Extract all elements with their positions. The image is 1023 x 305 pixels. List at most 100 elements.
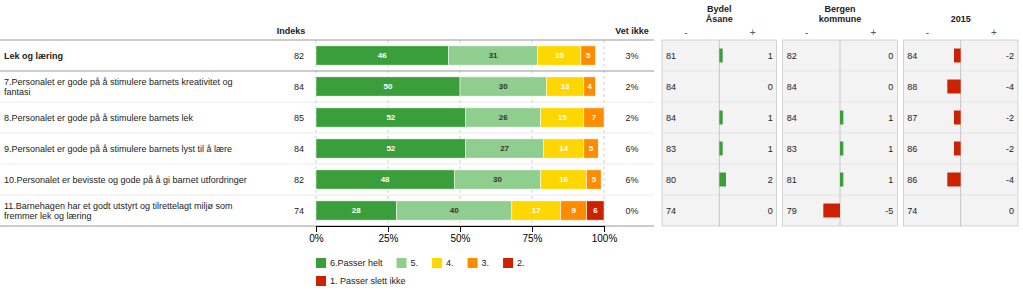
bar-labels: 4631155503013452261575227145483016528401… <box>352 51 598 215</box>
bar-segment <box>595 77 596 96</box>
center-line <box>960 40 961 226</box>
row-label: 10.Personalet er bevisste og gode på å g… <box>4 175 247 185</box>
column-value: 82 <box>294 175 304 185</box>
legend-label: 4. <box>446 258 454 268</box>
tick: 100% <box>592 226 618 244</box>
chart: Lek og læring7.Personalet er gode på å s… <box>0 0 1023 305</box>
data-label: 4 <box>587 82 592 91</box>
bar-segment <box>448 46 537 65</box>
column-value: 84 <box>294 82 304 92</box>
bar-segment <box>581 46 595 65</box>
column-value: 2% <box>625 113 638 123</box>
row-dividers <box>0 40 654 226</box>
panel-index: 79 <box>787 206 797 216</box>
panel-index: 82 <box>787 51 797 61</box>
panel-diff: -4 <box>1006 175 1014 185</box>
column-value: 0% <box>625 206 638 216</box>
data-label: 5 <box>589 144 594 153</box>
panel: Bergenkommune-+82848483817900111-5 <box>783 4 898 226</box>
legend-label: 3. <box>482 258 490 268</box>
axis-domain <box>317 227 605 233</box>
data-label: 17 <box>532 206 541 215</box>
data-label: 9 <box>572 206 577 215</box>
bar-segment <box>316 170 454 189</box>
tick-label: 75% <box>522 233 542 244</box>
data-label: 5 <box>586 51 591 60</box>
panel-title: 2015 <box>951 14 971 24</box>
column-value: 82 <box>294 51 304 61</box>
data-label: 15 <box>555 51 564 60</box>
row-label: 7.Personalet er gode på å stimulere barn… <box>4 77 233 97</box>
row-label: 11.Barnehagen har et godt utstyrt og til… <box>4 201 232 221</box>
bar-segment <box>466 108 541 127</box>
column-value: 6% <box>625 175 638 185</box>
tick-label: 0% <box>309 233 324 244</box>
panel-diff: 0 <box>768 206 773 216</box>
legend-swatch <box>503 258 513 268</box>
bar-segment <box>316 108 466 127</box>
tick-mark <box>604 226 605 232</box>
bar-segment <box>454 170 540 189</box>
tick-label: 25% <box>378 233 398 244</box>
row-divider <box>0 39 654 40</box>
bar-segment <box>595 46 596 65</box>
center-line <box>840 40 841 226</box>
legend-label: 5. <box>411 258 419 268</box>
panel: 2015-+848887868674-2-4-2-2-40 <box>903 14 1018 226</box>
panel-diff: 1 <box>768 113 773 123</box>
data-label: 50 <box>384 82 393 91</box>
row-divider <box>0 195 654 196</box>
tick: 0% <box>309 226 324 244</box>
data-label: 28 <box>352 206 361 215</box>
data-label: 30 <box>493 175 502 184</box>
diff-bar <box>840 49 841 63</box>
panel-index: 86 <box>907 175 917 185</box>
bar-segment <box>587 170 601 189</box>
bar-segment <box>584 108 604 127</box>
data-label: 7 <box>592 113 597 122</box>
panel-diff: 2 <box>768 175 773 185</box>
panel-index: 87 <box>907 113 917 123</box>
legend-item: 2. <box>503 258 525 268</box>
tick-mark <box>388 226 389 232</box>
panel-index: 74 <box>907 206 917 216</box>
columns: Indeks828485848274Vet ikke3%2%2%6%6%0% <box>277 26 649 216</box>
bar-segment <box>460 77 546 96</box>
bar-segment <box>316 77 460 96</box>
legend-item: 5. <box>397 258 419 268</box>
legend-swatch <box>316 276 326 286</box>
bar-segment <box>598 139 599 158</box>
legend-label: 2. <box>517 258 525 268</box>
column-header: Vet ikke <box>615 26 649 36</box>
panel-index: 81 <box>666 51 676 61</box>
data-label: 40 <box>450 206 459 215</box>
data-label: 26 <box>499 113 508 122</box>
panel-index: 84 <box>787 82 797 92</box>
panel-annotation: + <box>991 27 997 38</box>
tick: 25% <box>378 226 398 244</box>
tick-mark <box>532 226 533 232</box>
panel-diff: 1 <box>888 175 893 185</box>
diff-bar <box>719 111 722 125</box>
row-label: 9.Personalet er gode på å stimulere barn… <box>4 144 232 154</box>
panel: BydelÅsane-+818484838074101120 <box>662 4 777 226</box>
row-divider <box>0 70 654 71</box>
diff-bar <box>840 173 843 187</box>
bar-segment <box>546 77 583 96</box>
panel-diff: 0 <box>768 82 773 92</box>
data-label: 13 <box>561 82 570 91</box>
legend-swatch <box>468 258 478 268</box>
legend-label: 6.Passer helt <box>330 258 383 268</box>
panel-index: 86 <box>907 144 917 154</box>
row-divider <box>0 164 654 165</box>
column-value: 6% <box>625 144 638 154</box>
data-label: 6 <box>593 206 598 215</box>
bar-segment <box>584 77 596 96</box>
bars <box>316 46 604 220</box>
panel-diff: 1 <box>888 144 893 154</box>
diff-bar <box>840 111 843 125</box>
diff-bar <box>823 204 840 218</box>
panel-background <box>783 40 898 226</box>
legend-item: 6.Passer helt <box>316 258 383 268</box>
row-divider <box>0 102 654 103</box>
